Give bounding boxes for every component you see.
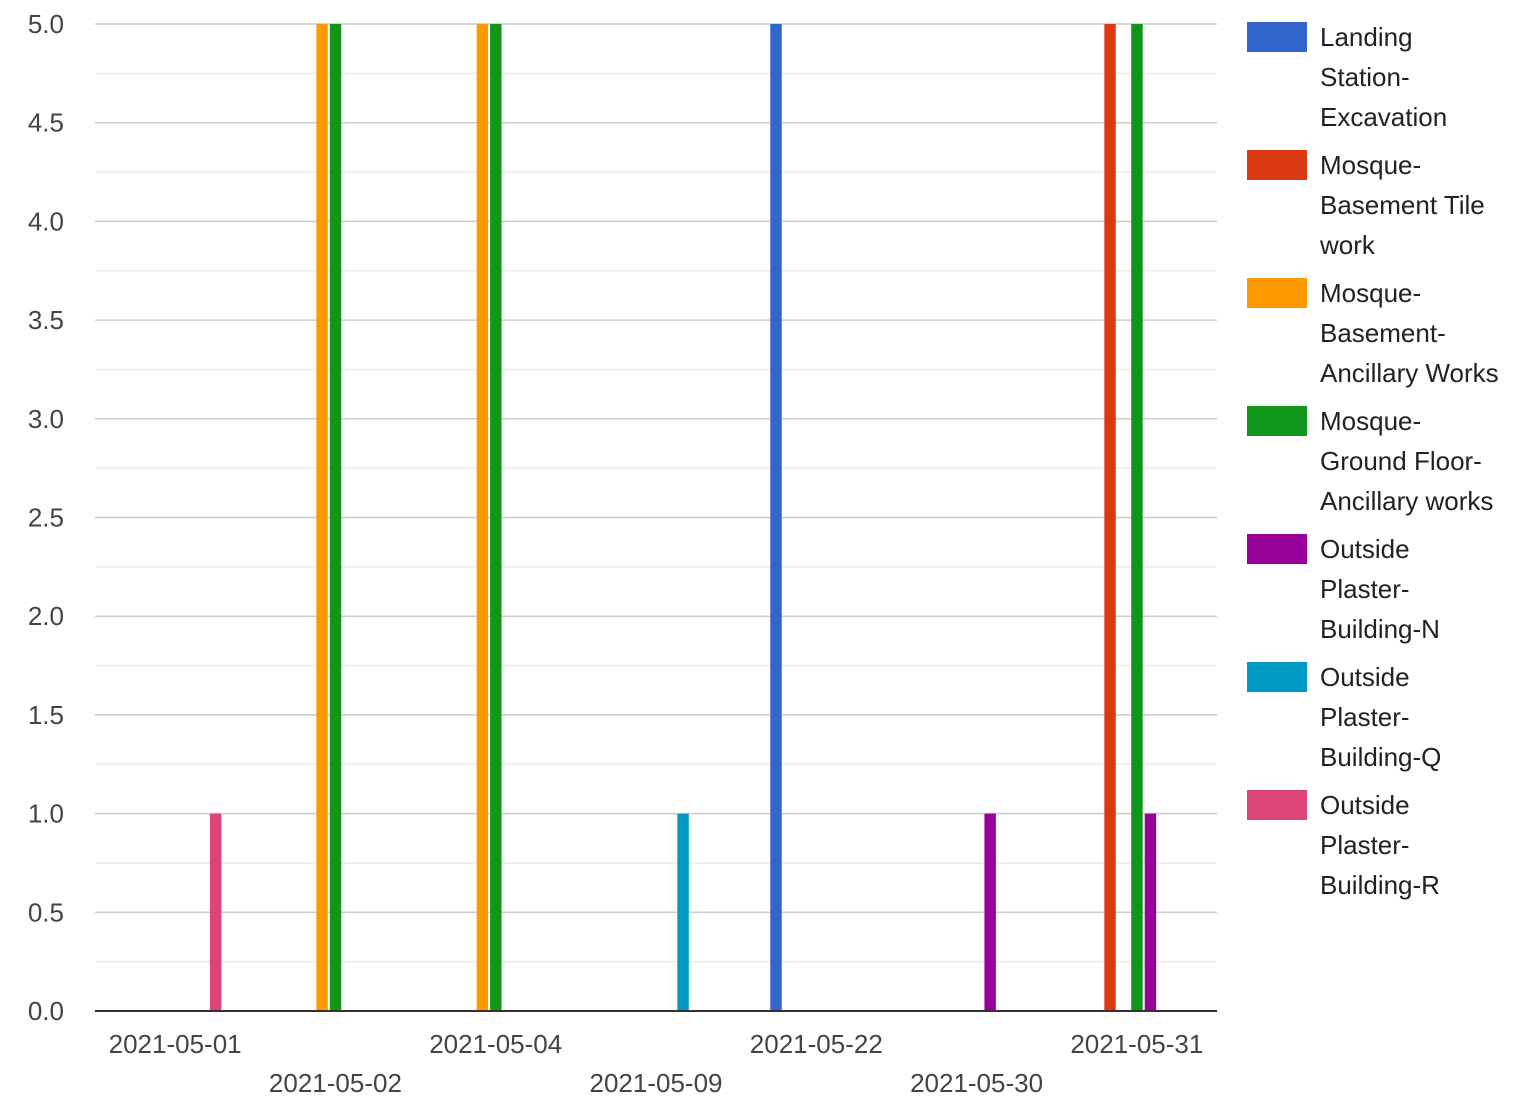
bar: [677, 813, 689, 1011]
legend-swatch: [1247, 534, 1307, 564]
legend-label: Outside: [1320, 534, 1410, 564]
x-tick-label: 2021-05-22: [750, 1029, 883, 1059]
x-tick-label: 2021-05-31: [1070, 1029, 1203, 1059]
legend-swatch: [1247, 278, 1307, 308]
y-tick-label: 1.0: [28, 799, 64, 829]
legend-label: Building-R: [1320, 870, 1440, 900]
legend-label: work: [1319, 230, 1376, 260]
x-tick-label: 2021-05-02: [269, 1068, 402, 1098]
y-tick-label: 3.0: [28, 404, 64, 434]
y-tick-label: 0.5: [28, 897, 64, 927]
legend-label: Plaster-: [1320, 830, 1410, 860]
bar: [1144, 813, 1157, 1011]
y-tick-label: 3.5: [28, 305, 64, 335]
legend-item: Outside Plaster- Building-N: [1247, 534, 1440, 644]
y-tick-label: 4.5: [28, 108, 64, 138]
legend-label: Station-: [1320, 62, 1410, 92]
legend-label: Mosque-: [1320, 150, 1421, 180]
legend-label: Outside: [1320, 662, 1410, 692]
x-axis-tick-labels: 2021-05-01 2021-05-02 2021-05-04 2021-05-09…: [109, 1029, 1204, 1098]
bar: [984, 813, 996, 1011]
legend-swatch: [1247, 406, 1307, 436]
legend-item: Mosque- Ground Floor- Ancillary works: [1247, 406, 1493, 516]
x-tick-label: 2021-05-30: [910, 1068, 1043, 1098]
legend-swatch: [1247, 662, 1307, 692]
legend-label: Mosque-: [1320, 278, 1421, 308]
legend-label: Basement Tile: [1320, 190, 1485, 220]
legend-label: Landing: [1320, 22, 1413, 52]
legend-label: Ancillary works: [1320, 486, 1493, 516]
bar: [316, 24, 328, 1011]
legend-label: Mosque-: [1320, 406, 1421, 436]
bar: [1131, 24, 1143, 1011]
bar: [1104, 24, 1116, 1011]
bar: [770, 24, 782, 1011]
y-tick-label: 2.5: [28, 503, 64, 533]
y-tick-label: 4.0: [28, 206, 64, 236]
legend-label: Excavation: [1320, 102, 1447, 132]
legend-swatch: [1247, 790, 1307, 820]
y-tick-label: 0.0: [28, 996, 64, 1026]
y-tick-label: 5.0: [28, 9, 64, 39]
legend-swatch: [1247, 150, 1307, 180]
legend-item: Landing Station- Excavation: [1247, 22, 1447, 132]
x-tick-label: 2021-05-09: [590, 1068, 723, 1098]
legend: Landing Station- Excavation Mosque- Basement…: [1247, 22, 1499, 900]
legend-label: Building-Q: [1320, 742, 1441, 772]
legend-label: Plaster-: [1320, 702, 1410, 732]
bars: [209, 24, 1157, 1011]
legend-label: Plaster-: [1320, 574, 1410, 604]
legend-label: Ancillary Works: [1320, 358, 1499, 388]
bar: [329, 24, 342, 1011]
bar: [490, 24, 502, 1011]
legend-label: Building-N: [1320, 614, 1440, 644]
legend-swatch: [1247, 22, 1307, 52]
legend-item: Outside Plaster- Building-Q: [1247, 662, 1441, 772]
bar: [209, 813, 222, 1011]
y-tick-label: 1.5: [28, 700, 64, 730]
legend-label: Ground Floor-: [1320, 446, 1482, 476]
legend-item: Mosque- Basement Tile work: [1247, 150, 1485, 260]
y-tick-label: 2.0: [28, 601, 64, 631]
y-axis-tick-labels: 0.0 0.5 1.0 1.5 2.0 2.5 3.0 3.5 4.0 4.5 5.0: [28, 9, 64, 1026]
gridlines: [95, 23, 1217, 963]
legend-item: Mosque- Basement- Ancillary Works: [1247, 278, 1499, 388]
bar: [476, 24, 489, 1011]
legend-item: Outside Plaster- Building-R: [1247, 790, 1440, 900]
x-tick-label: 2021-05-01: [109, 1029, 242, 1059]
legend-label: Outside: [1320, 790, 1410, 820]
x-tick-label: 2021-05-04: [429, 1029, 562, 1059]
legend-label: Basement-: [1320, 318, 1446, 348]
